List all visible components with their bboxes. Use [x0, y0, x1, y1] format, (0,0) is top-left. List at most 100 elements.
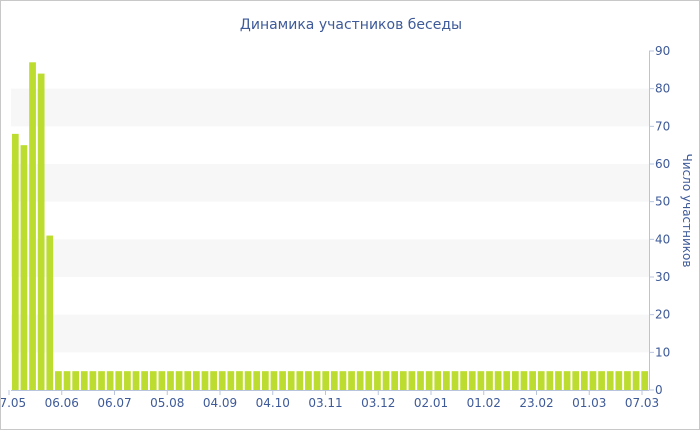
bar[interactable] [641, 371, 649, 390]
bar[interactable] [89, 371, 97, 390]
grid-band [11, 239, 649, 277]
bar[interactable] [330, 371, 338, 390]
bar[interactable] [537, 371, 545, 390]
bar[interactable] [322, 371, 330, 390]
y-tick-label: 30 [655, 270, 670, 284]
bar[interactable] [486, 371, 493, 390]
grid-band [11, 88, 649, 127]
bar[interactable] [529, 371, 536, 390]
bar[interactable] [270, 371, 278, 390]
bar[interactable] [201, 371, 209, 390]
bar[interactable] [512, 371, 519, 390]
bar[interactable] [55, 371, 62, 390]
x-tick-label: 01.02 [467, 396, 501, 410]
bar[interactable] [382, 371, 390, 390]
bar[interactable] [132, 371, 140, 390]
bar[interactable] [339, 371, 347, 390]
bar[interactable] [399, 371, 407, 390]
bar[interactable] [63, 371, 71, 390]
chart-title: Динамика участников беседы [240, 17, 462, 33]
bar[interactable] [46, 235, 54, 390]
x-tick-label: 07.03 [625, 396, 659, 410]
bar[interactable] [563, 371, 571, 390]
bar[interactable] [417, 371, 424, 390]
y-ticks: 0 10 20 30 40 50 60 70 80 90 [649, 44, 670, 397]
bar[interactable] [589, 371, 597, 390]
bar[interactable] [80, 371, 88, 390]
bar[interactable] [451, 371, 459, 390]
bar[interactable] [193, 371, 200, 390]
bar[interactable] [572, 371, 580, 390]
bar[interactable] [374, 371, 381, 390]
y-tick-label: 70 [655, 119, 670, 133]
bar[interactable] [175, 371, 183, 390]
y-tick-label: 50 [655, 195, 670, 209]
bar[interactable] [236, 371, 243, 390]
bar[interactable] [313, 371, 321, 390]
bar[interactable] [141, 371, 148, 390]
bar[interactable] [615, 371, 623, 390]
x-tick-label: 07.05 [1, 396, 26, 410]
bar[interactable] [11, 133, 19, 390]
bar[interactable] [477, 371, 485, 390]
bar[interactable] [391, 371, 399, 390]
bar[interactable] [408, 371, 416, 390]
bar[interactable] [244, 371, 252, 390]
grid-bands [11, 88, 649, 353]
bars-group [11, 62, 649, 391]
bar[interactable] [149, 371, 157, 390]
bar[interactable] [227, 371, 235, 390]
bar[interactable] [158, 371, 166, 390]
bar[interactable] [210, 371, 217, 390]
bar[interactable] [606, 371, 614, 390]
bar[interactable] [305, 371, 312, 390]
bar[interactable] [494, 371, 502, 390]
bar[interactable] [632, 371, 640, 390]
x-tick-label: 04.09 [203, 396, 237, 410]
bar[interactable] [460, 371, 467, 390]
x-tick-label: 01.03 [572, 396, 606, 410]
y-tick-label: 90 [655, 44, 670, 58]
bar[interactable] [167, 371, 174, 390]
x-tick-label: 03.11 [308, 396, 342, 410]
bar[interactable] [443, 371, 450, 390]
x-tick-label: 03.12 [361, 396, 395, 410]
x-tick-label: 06.06 [45, 396, 79, 410]
bar[interactable] [279, 371, 286, 390]
bar[interactable] [365, 371, 373, 390]
grid-band [11, 314, 649, 353]
bar[interactable] [356, 371, 364, 390]
bar[interactable] [434, 371, 442, 390]
bar[interactable] [37, 73, 45, 390]
bar[interactable] [624, 371, 631, 390]
bar[interactable] [580, 371, 588, 390]
bar[interactable] [520, 371, 528, 390]
bar[interactable] [184, 371, 192, 390]
bar[interactable] [555, 371, 562, 390]
bar[interactable] [253, 371, 261, 390]
bar[interactable] [20, 145, 28, 390]
bar[interactable] [115, 371, 123, 390]
y-axis-label: Число участников [680, 154, 694, 268]
bar[interactable] [106, 371, 114, 390]
bar[interactable] [598, 371, 605, 390]
bar[interactable] [218, 371, 226, 390]
bar[interactable] [546, 371, 554, 390]
y-tick-label: 80 [655, 82, 670, 96]
bar[interactable] [425, 371, 433, 390]
x-tick-label: 04.10 [256, 396, 290, 410]
bar[interactable] [72, 371, 80, 390]
grid-band [11, 164, 649, 202]
bar[interactable] [348, 371, 355, 390]
bar[interactable] [124, 371, 131, 390]
x-tick-label: 23.02 [519, 396, 553, 410]
bar[interactable] [296, 371, 304, 390]
bar[interactable] [261, 371, 269, 390]
bar[interactable] [287, 371, 295, 390]
x-ticks: 07.05 06.06 06.07 05.08 04.09 04.10 03.11 03.12… [1, 390, 659, 410]
bar[interactable] [468, 371, 476, 390]
bar[interactable] [29, 62, 36, 391]
bar[interactable] [98, 371, 105, 390]
bar[interactable] [503, 371, 511, 390]
